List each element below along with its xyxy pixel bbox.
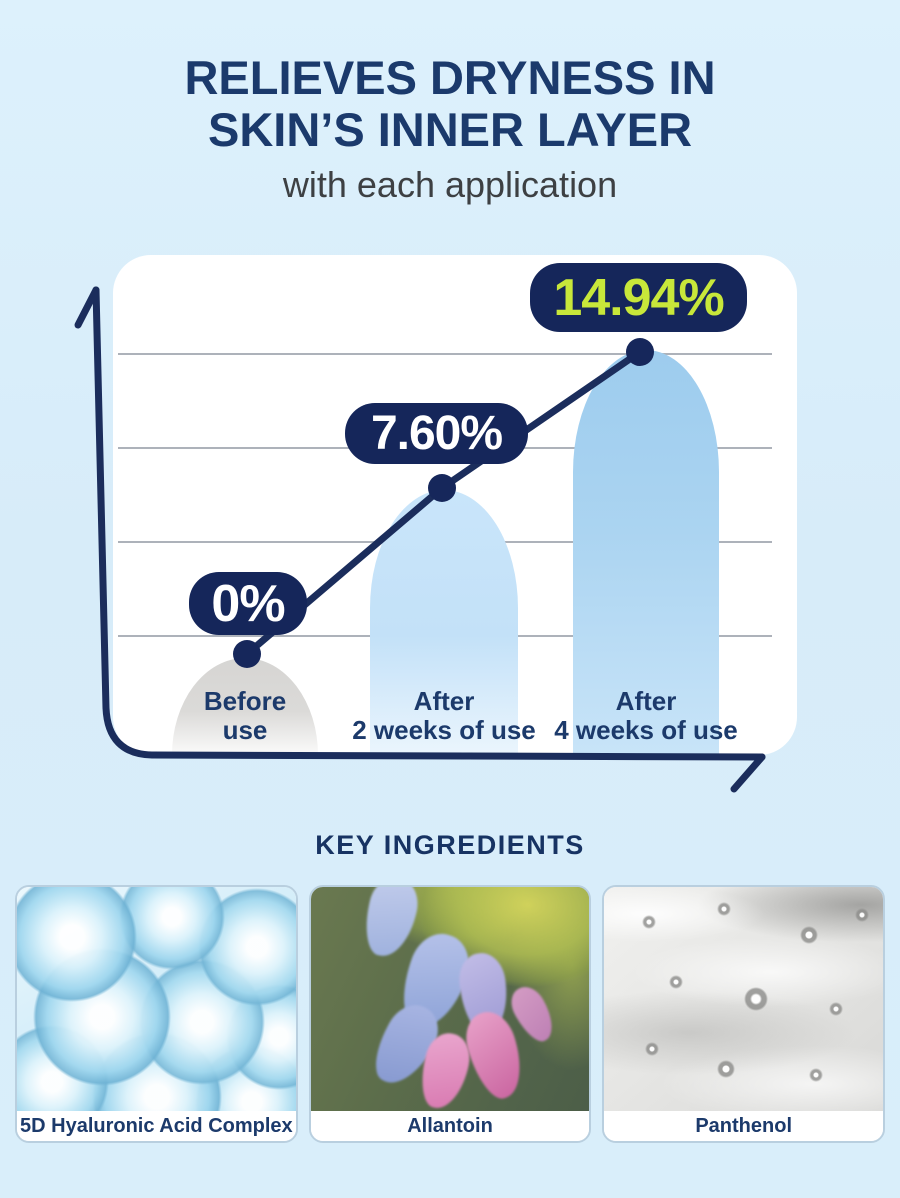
- title-line-2: SKIN’S INNER LAYER: [207, 102, 693, 156]
- ingredient-label: Panthenol: [604, 1111, 884, 1141]
- ingredient-card-allantoin: Allantoin: [308, 885, 592, 1143]
- gel-texture-photo: [604, 887, 884, 1111]
- category-label-before: Before use: [203, 686, 287, 746]
- page-subtitle: with each application: [282, 164, 618, 205]
- category-line: use: [222, 715, 268, 746]
- category-line: Before: [203, 686, 287, 716]
- ingredient-label: 5D Hyaluronic Acid Complex: [17, 1111, 296, 1141]
- key-ingredients-heading: KEY INGREDIENTS: [315, 830, 585, 860]
- category-line: 2 weeks of use: [352, 715, 536, 746]
- data-point-2-weeks: [428, 474, 456, 502]
- axis-line: [92, 286, 766, 761]
- ingredient-card-hyaluronic: 5D Hyaluronic Acid Complex: [15, 885, 298, 1143]
- y-axis-arrow-icon: [74, 286, 100, 329]
- category-line: After: [615, 686, 677, 716]
- axis-and-trend-line: [74, 286, 766, 793]
- flower-shape: [358, 887, 423, 962]
- title-line-1: RELIEVES DRYNESS IN: [184, 51, 716, 104]
- value-label-before: 0%: [189, 572, 307, 635]
- ingredient-label: Allantoin: [310, 1111, 590, 1141]
- bar-after-2-weeks: [370, 490, 518, 755]
- comfrey-flower-photo: [310, 887, 590, 1111]
- category-line: 4 weeks of use: [554, 715, 738, 746]
- gridline: [118, 353, 772, 355]
- value-label-4-weeks: 14.94%: [530, 263, 747, 332]
- x-axis-arrow-icon: [730, 753, 766, 793]
- category-label-4-weeks: After 4 weeks of use: [554, 686, 738, 746]
- value-label-2-weeks: 7.60%: [345, 403, 528, 464]
- category-label-2-weeks: After 2 weeks of use: [352, 686, 536, 746]
- bar-after-4-weeks: [573, 350, 719, 755]
- moisture-improvement-chart: 0% 7.60% 14.94% Before use After 2 weeks…: [0, 240, 900, 800]
- hyaluronic-droplets-photo: [17, 887, 296, 1111]
- ingredient-card-panthenol: Panthenol: [602, 885, 886, 1143]
- category-line: After: [413, 686, 475, 716]
- ingredient-cards: 5D Hyaluronic Acid Complex Allantoin Pan…: [15, 885, 886, 1143]
- data-point-before: [233, 640, 261, 668]
- data-point-4-weeks: [626, 338, 654, 366]
- page-title: RELIEVES DRYNESS IN SKIN’S INNER LAYER: [0, 52, 900, 155]
